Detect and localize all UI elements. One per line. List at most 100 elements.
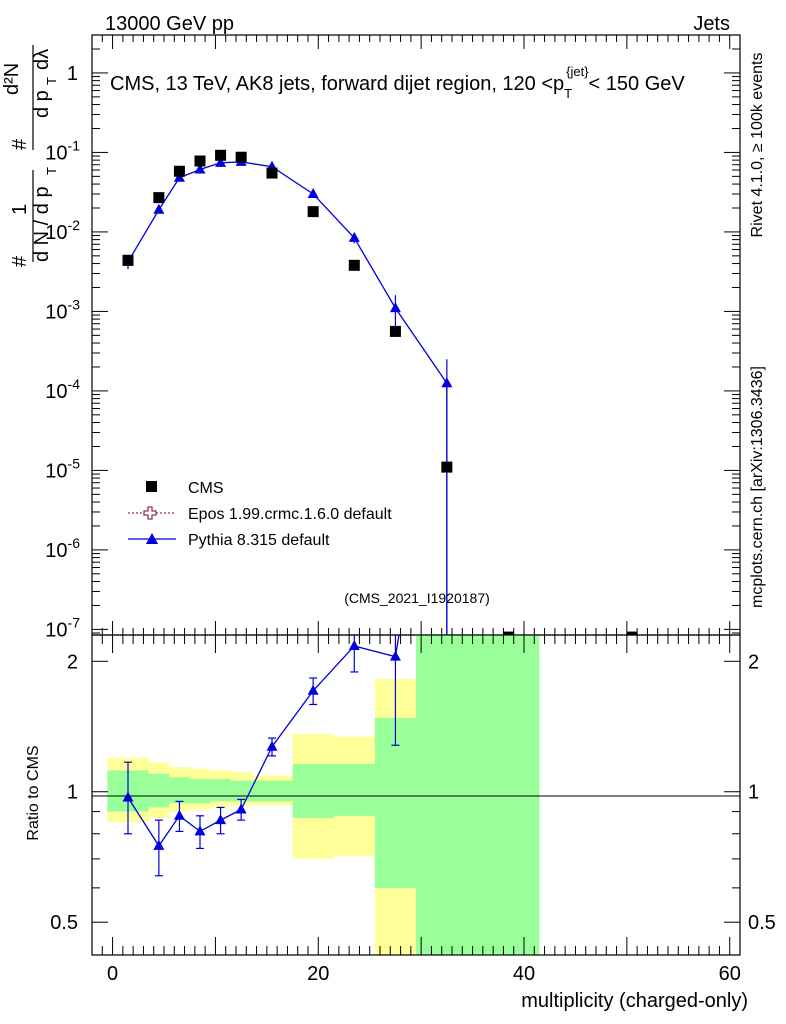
cms-point (215, 149, 227, 161)
y-tick-exponent: -2 (68, 217, 81, 233)
ratio-frame (91, 634, 741, 956)
ratio-band-inner (292, 763, 334, 818)
pythia-point (307, 187, 319, 198)
ratio-y-axis-label: Ratio to CMS (25, 745, 42, 840)
cms-point (626, 631, 638, 635)
main-y-ticks: 110-110-210-310-410-510-610-7 (45, 34, 740, 641)
ratio-pythia-point (235, 803, 247, 814)
y-tick-label: 10-1 (45, 137, 80, 164)
y-label-dpt: d p (31, 90, 53, 118)
y-tick-label: 10-5 (45, 455, 80, 482)
ratio-pythia-point (153, 839, 165, 850)
legend-label-pythia: Pythia 8.315 default (188, 532, 330, 549)
y-tick-exponent: -4 (68, 376, 81, 392)
pythia-point (194, 163, 206, 174)
y-tick-label: 10-4 (45, 376, 80, 403)
y-tick-mantissa: 10 (45, 381, 67, 403)
ratio-pythia-point (122, 791, 134, 802)
pythia-point (215, 156, 227, 167)
cms-point (503, 631, 515, 635)
y-label-dlambda: dλ (31, 49, 53, 70)
cms-point (348, 259, 360, 271)
cms-point (307, 206, 319, 218)
y-tick-label: 10-2 (45, 217, 80, 244)
ratio-y-tick-label-left: 2 (67, 651, 78, 673)
legend: CMS Epos 1.99.crmc.1.6.0 default Pythia … (128, 480, 392, 549)
ratio-band-inner (230, 780, 252, 802)
pythia-point (441, 377, 453, 388)
ratio-band-inner (333, 763, 375, 816)
ratio-marks (122, 635, 401, 877)
plot-title-prefix: CMS, 13 TeV, AK8 jets, forward dijet reg… (110, 73, 564, 95)
cms-point (122, 254, 134, 266)
ratio-band-inner (189, 779, 211, 804)
main-y-axis-label: # 1 d N / d p T # d²N d p T dλ (1, 45, 59, 267)
plot-title-suffix: < 150 GeV (589, 73, 686, 95)
y-tick-exponent: -3 (68, 296, 81, 312)
x-tick-label: 20 (307, 963, 329, 985)
legend-label-epos: Epos 1.99.crmc.1.6.0 default (188, 506, 392, 523)
cms-point (235, 151, 247, 163)
ratio-pythia-point (389, 650, 401, 661)
pythia-line (127, 161, 448, 384)
mcplots-label: mcplots.cern.ch [arXiv:1306.3436] (749, 366, 766, 608)
main-x-ticks (91, 35, 741, 635)
ratio-x-ticks: 0 20 40 60 (91, 635, 741, 985)
ratio-pythia-point (194, 825, 206, 836)
ratio-y-tick-label-left: 0.5 (50, 912, 78, 934)
ratio-panel: 0.5 0.5 1 1 2 2 0 20 40 60 Ratio to CMS multipli… (25, 634, 776, 1012)
ratio-pythia-point (348, 639, 360, 650)
ratio-y-tick-label-right: 1 (748, 782, 759, 804)
y-label-hash-2: # (9, 138, 31, 150)
y-tick-label: 10-7 (45, 614, 80, 641)
main-marks (122, 149, 638, 635)
y-tick-mantissa: 10 (45, 142, 67, 164)
ratio-pythia-point (307, 684, 319, 695)
y-tick-exponent: -5 (68, 455, 81, 471)
y-label-dN: d N / d p (31, 186, 53, 262)
analysis-watermark: (CMS_2021_I1920187) (344, 590, 490, 606)
x-tick-label: 40 (513, 963, 535, 985)
ratio-band-inner (148, 773, 170, 808)
y-tick-exponent: -7 (68, 614, 81, 630)
y-tick-exponent: -6 (68, 535, 81, 551)
cms-point (173, 165, 185, 177)
y-label-T1: T (44, 167, 59, 175)
plot-title-sup: {jet} (566, 64, 589, 79)
y-label-d2N: d²N (1, 63, 23, 95)
y-label-one: 1 (9, 204, 31, 215)
y-tick-mantissa: 10 (45, 301, 67, 323)
pythia-point (348, 231, 360, 242)
ratio-pythia-point (266, 740, 278, 751)
plot-title: CMS, 13 TeV, AK8 jets, forward dijet reg… (110, 64, 685, 101)
ratio-band-inner (251, 780, 293, 802)
y-label-T2: T (44, 77, 59, 85)
plot-title-sub: T (564, 86, 572, 101)
ratio-y-tick-label-left: 1 (67, 782, 78, 804)
y-tick-mantissa: 10 (45, 540, 67, 562)
ratio-band-inner (416, 635, 540, 955)
pythia-point (173, 171, 185, 182)
ratio-y-tick-label-right: 0.5 (748, 912, 776, 934)
y-tick-label: 1 (67, 63, 78, 85)
ratio-band-inner (210, 779, 231, 802)
cms-point (153, 192, 165, 204)
cms-point (266, 167, 278, 179)
cms-point (389, 325, 401, 337)
x-axis-label: multiplicity (charged-only) (521, 990, 748, 1012)
header-left: 13000 GeV pp (105, 13, 234, 35)
y-label-hash-1: # (9, 255, 31, 267)
main-panel: 110-110-210-310-410-510-610-7 CMS, 13 Te… (1, 34, 741, 641)
y-tick-exponent: -1 (68, 137, 81, 153)
y-tick-label: 10-6 (45, 535, 80, 562)
ratio-bands (107, 635, 540, 955)
y-tick-mantissa: 10 (45, 460, 67, 482)
ratio-pythia-point (215, 814, 227, 825)
ratio-y-tick-label-right: 2 (748, 651, 759, 673)
ratio-band-inner (169, 777, 190, 804)
y-tick-mantissa: 10 (45, 222, 67, 244)
x-tick-label: 0 (107, 963, 118, 985)
pythia-point (153, 203, 165, 214)
rivet-version-label: Rivet 4.1.0, ≥ 100k events (749, 53, 766, 238)
